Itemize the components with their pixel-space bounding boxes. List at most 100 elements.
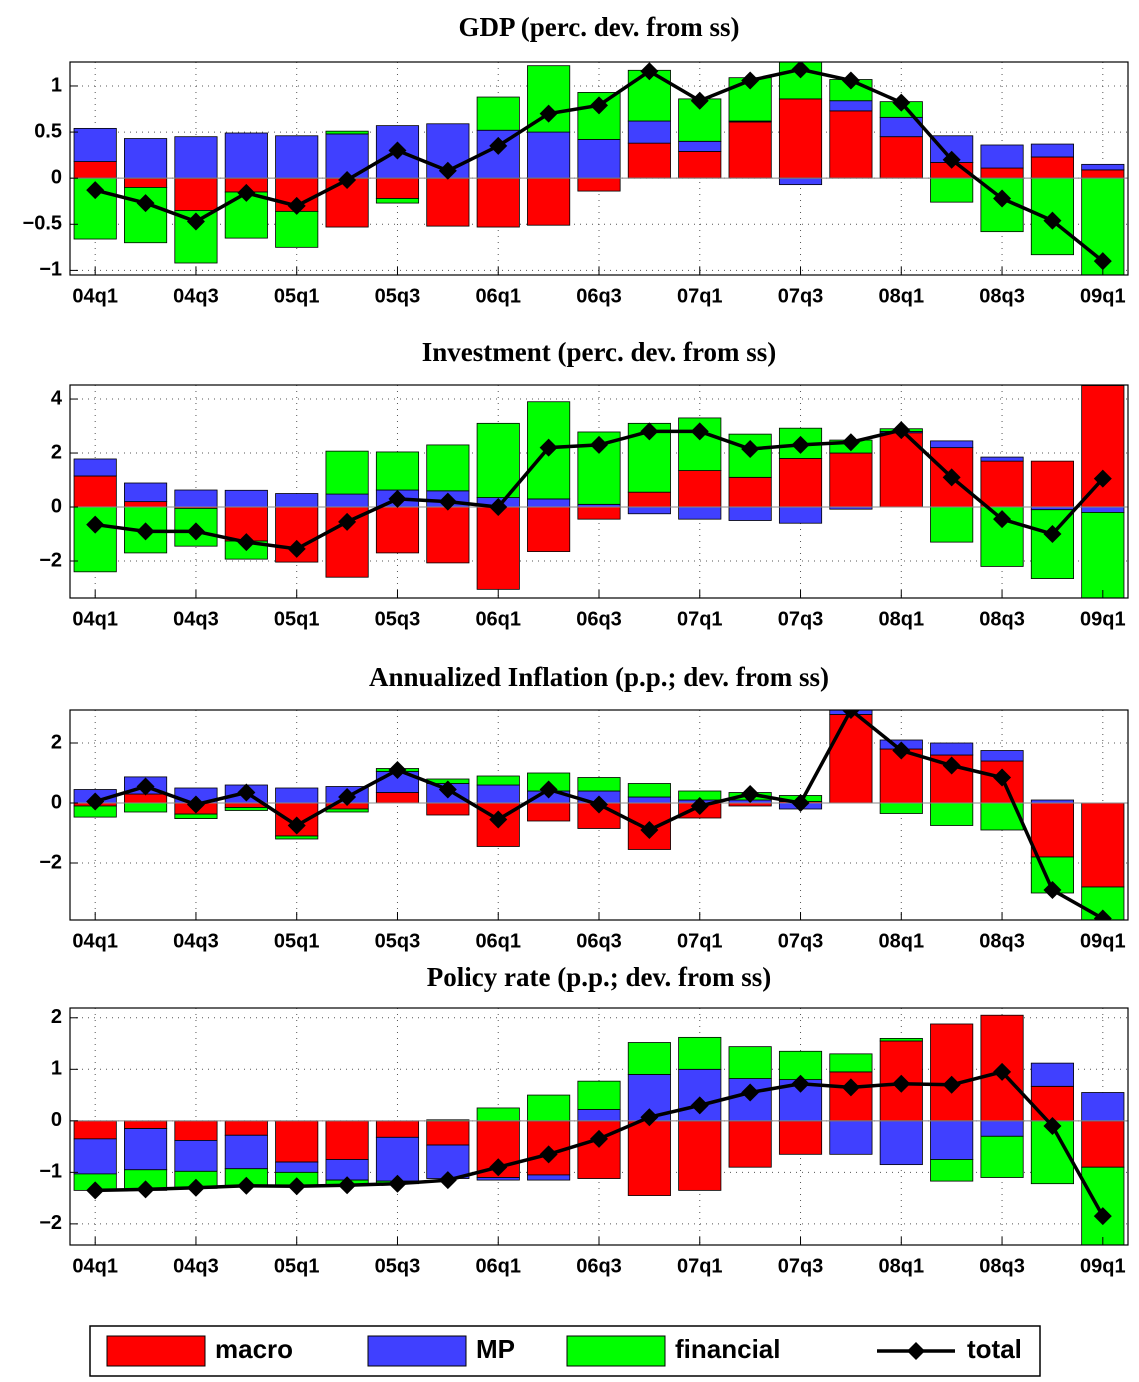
- x-tick-label: 05q1: [274, 1255, 320, 1277]
- marker: [892, 93, 911, 112]
- bar: [124, 501, 168, 508]
- y-tick-label: −2: [39, 851, 62, 873]
- bar: [879, 136, 923, 179]
- bar: [275, 135, 319, 179]
- marker: [489, 1158, 508, 1177]
- bar: [325, 130, 369, 135]
- bar: [375, 451, 420, 491]
- x-tick-label: 06q3: [576, 285, 622, 307]
- bar: [627, 796, 671, 804]
- marker: [1043, 1116, 1062, 1135]
- panel: −2 −1 0 1 2 04q1 04q3 05q1 05q3 06q1 06q3 07q1 07q3 0…: [39, 962, 1129, 1277]
- marker: [438, 492, 457, 511]
- y-tick-label: 2: [51, 731, 62, 753]
- marker: [892, 1074, 911, 1093]
- bar: [174, 813, 218, 819]
- marker: [186, 1178, 205, 1197]
- marker: [438, 161, 457, 180]
- bar: [375, 792, 420, 804]
- bar: [930, 1159, 974, 1182]
- bar-series: [73, 1062, 1125, 1182]
- bar: [1081, 506, 1125, 513]
- marker: [388, 761, 407, 779]
- bar: [879, 802, 923, 814]
- bar-series: [73, 1036, 1125, 1245]
- bar: [1030, 1062, 1074, 1087]
- marker: [136, 777, 155, 796]
- marker: [590, 96, 608, 115]
- bar: [1081, 512, 1125, 598]
- x-tick-label: 07q1: [677, 608, 723, 630]
- bar: [527, 177, 571, 226]
- bar: [980, 167, 1024, 179]
- bar: [829, 100, 873, 112]
- marker: [136, 522, 155, 541]
- x-tick-label: 04q1: [72, 285, 118, 307]
- marker: [287, 196, 306, 215]
- bar: [577, 177, 621, 192]
- marker: [590, 435, 608, 454]
- marker: [489, 810, 508, 829]
- bar: [728, 121, 772, 179]
- x-tick-label: 08q1: [878, 930, 924, 952]
- bar: [174, 177, 218, 211]
- marker: [741, 785, 760, 803]
- bar: [375, 1136, 420, 1182]
- bar: [476, 506, 520, 590]
- bar: [476, 1177, 520, 1181]
- panel: −1 −0.5 0 0.5 1 04q1 04q3 05q1 05q3 06q1 06q3 07q1 0…: [23, 12, 1129, 307]
- bar: [778, 1120, 823, 1155]
- marker: [690, 91, 709, 110]
- marker: [186, 212, 205, 231]
- marker: [892, 741, 911, 760]
- bar: [275, 210, 319, 248]
- bar: [124, 1120, 168, 1129]
- marker: [993, 189, 1012, 208]
- marker: [690, 1096, 709, 1115]
- bar: [174, 136, 218, 179]
- bar: [174, 489, 218, 508]
- marker: [388, 489, 407, 508]
- marker: [942, 150, 961, 169]
- y-tick-label: 2: [51, 1006, 62, 1028]
- bar: [980, 1135, 1024, 1178]
- x-tick-label: 05q3: [375, 608, 421, 630]
- y-tick-label: 0: [51, 791, 62, 813]
- x-tick-label: 07q1: [677, 1255, 723, 1277]
- bar: [275, 1120, 319, 1163]
- bar: [627, 506, 671, 515]
- bar: [73, 161, 117, 179]
- bar: [1081, 163, 1125, 171]
- bar: [224, 1120, 268, 1136]
- y-tick-label: 1: [51, 74, 62, 96]
- marker: [539, 104, 558, 123]
- chart-title: Annualized Inflation (p.p.; dev. from ss…: [369, 662, 829, 692]
- bar: [275, 1161, 319, 1173]
- plot-body: [70, 385, 1128, 598]
- plot-body: [70, 1014, 1128, 1245]
- marker: [86, 792, 105, 811]
- y-tick-label: −0.5: [23, 213, 62, 235]
- marker: [690, 797, 709, 815]
- bar: [275, 787, 319, 804]
- x-tick-label: 08q1: [878, 285, 924, 307]
- legend-label: total: [967, 1334, 1022, 1364]
- bar: [627, 783, 671, 798]
- bar: [224, 807, 268, 811]
- bar: [778, 506, 823, 524]
- marker: [892, 421, 911, 440]
- bar: [73, 127, 117, 162]
- marker: [590, 1129, 608, 1148]
- marker: [942, 468, 961, 487]
- marker: [640, 821, 659, 839]
- x-tick-label: 06q3: [576, 930, 622, 952]
- marker: [86, 181, 105, 200]
- bar: [728, 1120, 772, 1168]
- marker: [237, 533, 256, 552]
- marker: [791, 62, 810, 79]
- x-tick-label: 08q3: [979, 285, 1025, 307]
- marker: [237, 1176, 256, 1195]
- bar-series: [73, 1014, 1125, 1196]
- marker: [186, 795, 205, 814]
- bar: [930, 1120, 974, 1160]
